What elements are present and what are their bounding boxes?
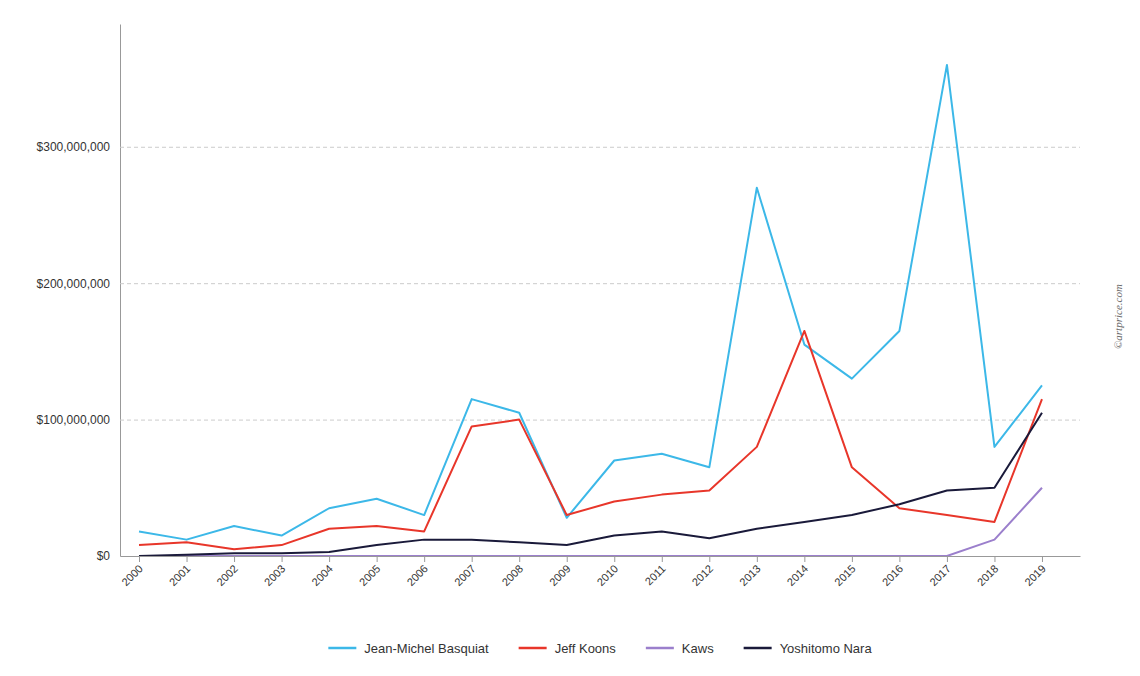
x-tick-mark (472, 556, 473, 562)
x-tick-mark (282, 556, 283, 562)
x-tick-label: 2007 (452, 562, 478, 588)
legend-label: Yoshitomo Nara (780, 641, 873, 656)
x-tick: 2008 (499, 556, 525, 588)
grid-line (120, 283, 1080, 284)
x-tick: 2016 (880, 556, 906, 588)
x-tick: 2018 (975, 556, 1001, 588)
x-tick-label: 2000 (119, 562, 145, 588)
x-tick: 2015 (832, 556, 858, 588)
x-tick: 2006 (404, 556, 430, 588)
y-tick-label: $0 (97, 549, 111, 563)
x-tick: 2010 (594, 556, 620, 588)
x-tick-label: 2019 (1022, 562, 1048, 588)
x-tick-mark (852, 556, 853, 562)
y-tick: $200,000,000 (37, 277, 1080, 291)
x-tick-label: 2009 (547, 562, 573, 588)
x-tick-label: 2004 (309, 562, 335, 588)
x-tick-mark (614, 556, 615, 562)
x-tick-mark (757, 556, 758, 562)
x-tick-label: 2001 (167, 562, 193, 588)
x-tick: 2013 (737, 556, 763, 588)
watermark: ©artprice.com (1112, 284, 1124, 349)
legend-swatch (519, 647, 547, 650)
y-tick: $100,000,000 (37, 413, 1080, 427)
legend-swatch (744, 647, 772, 650)
x-tick-label: 2005 (357, 562, 383, 588)
x-tick-mark (424, 556, 425, 562)
x-tick-label: 2015 (832, 562, 858, 588)
y-tick: $300,000,000 (37, 140, 1080, 154)
x-tick-mark (187, 556, 188, 562)
x-tick-mark (329, 556, 330, 562)
legend-label: Jean-Michel Basquiat (364, 641, 489, 656)
x-tick: 2003 (262, 556, 288, 588)
x-tick-label: 2013 (737, 562, 763, 588)
x-tick-mark (899, 556, 900, 562)
chart: $0 $100,000,000 $200,000,000 $300,000,000 20… (0, 0, 1140, 676)
x-tick-label: 2010 (594, 562, 620, 588)
legend-swatch (646, 647, 674, 650)
x-tick: 2009 (547, 556, 573, 588)
x-tick: 2017 (927, 556, 953, 588)
x-tick-label: 2003 (262, 562, 288, 588)
x-axis-line (121, 556, 1081, 557)
series-line (139, 65, 1042, 540)
x-tick-label: 2017 (927, 562, 953, 588)
legend-item: Yoshitomo Nara (744, 641, 873, 656)
x-tick-label: 2016 (880, 562, 906, 588)
x-tick-mark (139, 556, 140, 562)
x-tick-label: 2018 (975, 562, 1001, 588)
series-line (139, 488, 1042, 556)
legend-item: Jeff Koons (519, 641, 617, 656)
series-line (139, 331, 1042, 549)
y-tick-label: $300,000,000 (37, 140, 111, 154)
x-tick-label: 2008 (499, 562, 525, 588)
x-tick: 2007 (452, 556, 478, 588)
y-axis: $0 $100,000,000 $200,000,000 $300,000,000 (37, 25, 1080, 564)
series-line (139, 413, 1042, 556)
y-tick-label: $100,000,000 (37, 413, 111, 427)
x-tick-label: 2014 (785, 562, 811, 588)
y-tick-label: $200,000,000 (37, 277, 111, 291)
grid-line (120, 420, 1080, 421)
x-axis: 2000 2001 2002 2003 2004 2005 2006 2007 2008 2009… (119, 556, 1080, 588)
legend-item: Jean-Michel Basquiat (328, 641, 489, 656)
x-tick-mark (709, 556, 710, 562)
grid-line (120, 556, 1080, 557)
x-tick-mark (234, 556, 235, 562)
legend-label: Jeff Koons (555, 641, 617, 656)
legend-swatch (328, 647, 356, 650)
x-tick-mark (519, 556, 520, 562)
x-tick-label: 2006 (404, 562, 430, 588)
x-tick-mark (377, 556, 378, 562)
x-tick: 2012 (689, 556, 715, 588)
plot-area: $0 $100,000,000 $200,000,000 $300,000,000 20… (37, 25, 1081, 589)
x-tick-mark (994, 556, 995, 562)
x-tick-mark (662, 556, 663, 562)
legend: Jean-Michel Basquiat Jeff Koons Kaws Yoshit… (328, 641, 872, 656)
lines (139, 65, 1042, 556)
x-tick-label: 2002 (214, 562, 240, 588)
x-tick: 2019 (1022, 556, 1048, 588)
y-axis-line (120, 25, 121, 557)
x-tick: 2001 (167, 556, 193, 588)
grid-line (120, 147, 1080, 148)
legend-label: Kaws (682, 641, 714, 656)
x-tick: 2000 (119, 556, 145, 588)
x-tick: 2011 (643, 556, 668, 588)
x-tick-label: 2012 (689, 562, 715, 588)
x-tick: 2004 (309, 556, 335, 588)
x-tick-mark (804, 556, 805, 562)
y-tick: $0 (97, 549, 1080, 563)
x-tick-mark (567, 556, 568, 562)
x-tick: 2002 (214, 556, 240, 588)
x-tick-mark (947, 556, 948, 562)
x-tick-label: 2011 (643, 562, 668, 587)
x-tick-mark (1042, 556, 1043, 562)
legend-item: Kaws (646, 641, 714, 656)
x-tick: 2014 (785, 556, 811, 588)
x-tick: 2005 (357, 556, 383, 588)
